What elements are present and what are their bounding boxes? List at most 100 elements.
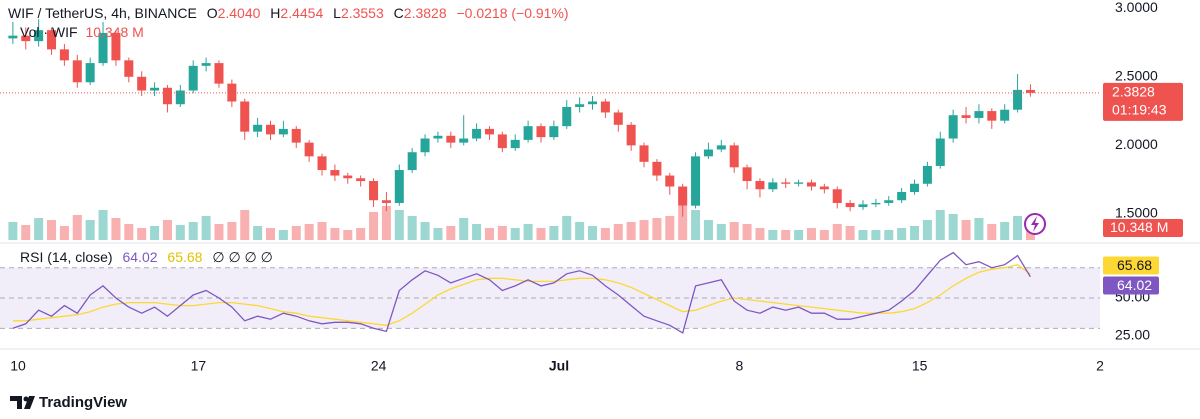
candle-body bbox=[948, 115, 958, 139]
candle-body bbox=[678, 186, 688, 206]
candle-body bbox=[124, 60, 134, 77]
volume-bar bbox=[34, 218, 44, 240]
logo-dot bbox=[23, 396, 29, 402]
volume-bar bbox=[111, 218, 121, 240]
volume-bar bbox=[845, 226, 855, 240]
y-tick-label: 1.5000 bbox=[1115, 205, 1158, 221]
logo-mark bbox=[10, 396, 35, 409]
rsi-tag-label: 64.02 bbox=[1117, 277, 1152, 293]
volume-bar bbox=[562, 216, 572, 240]
candle-body bbox=[652, 161, 662, 176]
ohlc-value: 2.3553 bbox=[341, 5, 384, 21]
candle-body bbox=[85, 63, 95, 83]
volume-bar bbox=[691, 210, 701, 240]
rsi-header: RSI (14, close) 64.02 65.68 ∅ ∅ ∅ ∅ bbox=[20, 249, 273, 265]
candle-body bbox=[845, 202, 855, 208]
candle-body bbox=[897, 192, 907, 201]
volume-bar bbox=[639, 220, 649, 240]
volume-bar bbox=[716, 224, 726, 240]
last-price-tag bbox=[1103, 82, 1183, 121]
ohlc-key: O bbox=[207, 5, 218, 21]
candle-body bbox=[665, 175, 675, 187]
candle-body bbox=[935, 138, 945, 166]
ohlc-value: 2.3828 bbox=[404, 5, 447, 21]
volume-bar bbox=[330, 228, 340, 240]
candle-body bbox=[639, 145, 649, 162]
candle-body bbox=[150, 87, 160, 91]
candle-body bbox=[137, 76, 147, 91]
volume-bar bbox=[124, 224, 134, 240]
candle-body bbox=[536, 126, 546, 138]
candle-body bbox=[484, 128, 494, 135]
brand: TradingView bbox=[39, 394, 127, 411]
volume-bar bbox=[484, 228, 494, 240]
candle-body bbox=[265, 124, 275, 135]
price-header: WIF / TetherUS, 4h, BINANCE O2.4040 H2.4… bbox=[8, 5, 569, 21]
candle-body bbox=[961, 115, 971, 118]
volume-bar bbox=[819, 230, 829, 240]
volume-bar bbox=[974, 218, 984, 240]
volume-bar bbox=[317, 222, 327, 240]
candle-body bbox=[394, 170, 404, 203]
alert-icon bbox=[1024, 213, 1046, 235]
rsi-placeholders: ∅ ∅ ∅ ∅ bbox=[212, 249, 272, 265]
rsi-tag-label: 65.68 bbox=[1117, 257, 1152, 273]
footer-logo: TradingView bbox=[10, 394, 127, 411]
rsi-value: 64.02 bbox=[122, 249, 157, 265]
volume-bar bbox=[162, 220, 172, 240]
candle-body bbox=[446, 135, 456, 143]
candle-body bbox=[291, 128, 301, 143]
volume-bar bbox=[265, 228, 275, 240]
volume-bar bbox=[137, 228, 147, 240]
volume-bar bbox=[188, 222, 198, 240]
x-tick-label: 8 bbox=[735, 358, 743, 374]
y-tick-label: 2.5000 bbox=[1115, 68, 1158, 84]
volume-bar bbox=[47, 220, 57, 240]
candle-body bbox=[703, 149, 713, 157]
x-tick-label: 17 bbox=[191, 358, 207, 374]
volume-bar bbox=[394, 210, 404, 240]
candle-body bbox=[1000, 109, 1010, 121]
volume-bar bbox=[987, 224, 997, 240]
rsi-line bbox=[12, 251, 1031, 334]
candle-body bbox=[871, 202, 881, 205]
candle-body bbox=[201, 63, 211, 66]
candle-body bbox=[794, 182, 804, 184]
candle-body bbox=[768, 182, 778, 190]
symbol: WIF / TetherUS, 4h, BINANCE bbox=[8, 5, 197, 21]
candle-body bbox=[111, 32, 121, 61]
volume-bar bbox=[343, 230, 353, 240]
volume-bar bbox=[446, 226, 456, 240]
volume-bar bbox=[652, 218, 662, 240]
candle-body bbox=[1013, 89, 1023, 110]
volume-bar bbox=[832, 224, 842, 240]
last-price-label: 2.3828 bbox=[1112, 84, 1155, 100]
volume-value: 10.348 M bbox=[85, 24, 143, 40]
candle-body bbox=[587, 101, 598, 105]
background-layer bbox=[0, 206, 1100, 329]
volume-bar bbox=[175, 225, 185, 240]
volume-bar bbox=[794, 230, 804, 240]
volume-bar bbox=[21, 225, 31, 240]
candle-body bbox=[304, 142, 314, 157]
ohlc-key: L bbox=[333, 5, 341, 21]
volume-tag bbox=[1103, 219, 1183, 237]
volume-bar bbox=[871, 230, 881, 240]
candle-body bbox=[691, 156, 701, 206]
volume-bar bbox=[961, 220, 971, 240]
x-tick-label: 24 bbox=[371, 358, 387, 374]
candle-body bbox=[381, 200, 391, 203]
volume-bar bbox=[369, 212, 379, 240]
volume-bar bbox=[781, 230, 791, 240]
volume-bar bbox=[291, 226, 301, 240]
candle-body bbox=[562, 106, 572, 127]
x-tick-label: 15 bbox=[912, 358, 928, 374]
candle-body bbox=[98, 32, 108, 64]
candle-body bbox=[240, 101, 250, 132]
candle-body bbox=[214, 63, 224, 84]
volume-header: Vol · WIF 10.348 M bbox=[20, 24, 144, 40]
candle-body bbox=[987, 111, 997, 121]
candle-body bbox=[59, 49, 69, 61]
candle-body bbox=[755, 181, 765, 190]
